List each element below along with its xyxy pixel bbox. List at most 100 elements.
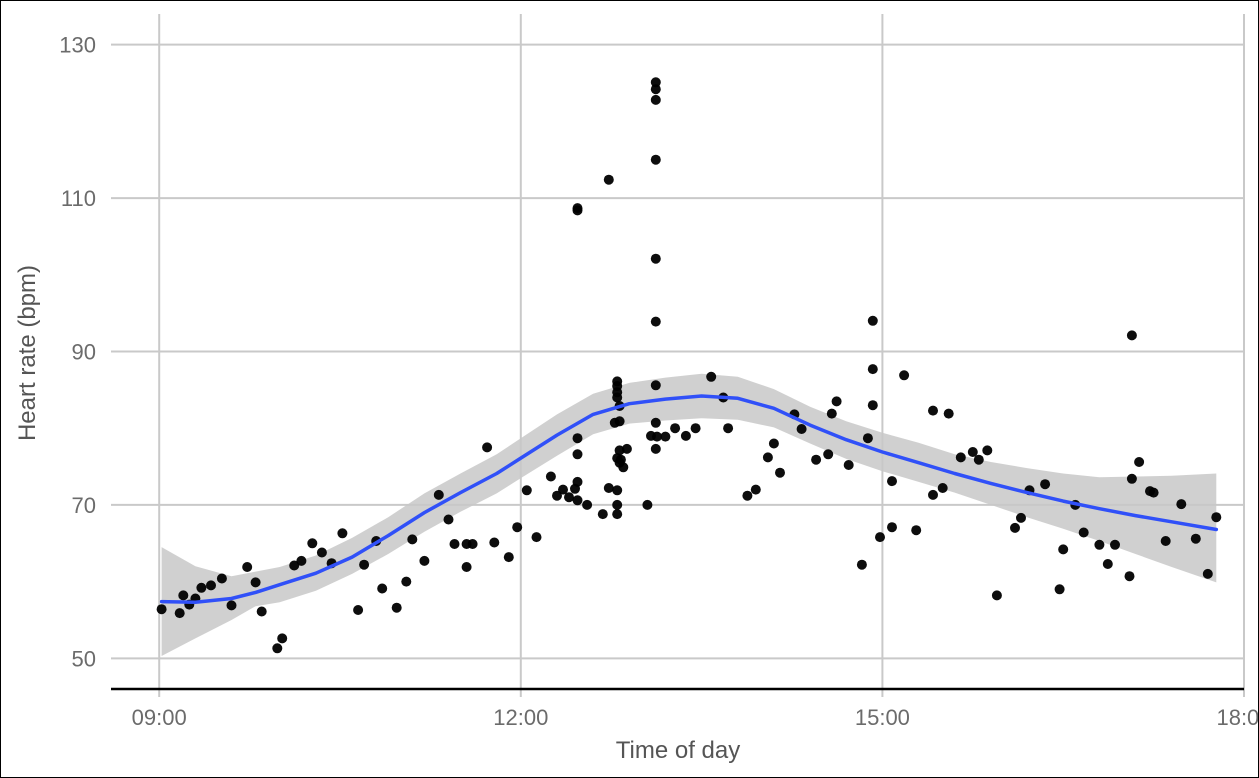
data-point	[867, 315, 878, 326]
data-point	[973, 454, 984, 465]
y-tick-label: 110	[61, 186, 96, 211]
x-tick-label: 09:00	[132, 705, 187, 730]
data-point	[899, 370, 910, 381]
data-point	[174, 608, 185, 619]
data-point	[467, 539, 478, 549]
data-point	[690, 423, 701, 434]
data-point	[612, 376, 623, 387]
data-point	[419, 555, 430, 566]
data-point	[796, 424, 807, 434]
points-layer	[156, 77, 1222, 654]
data-point	[650, 380, 661, 391]
data-point	[226, 600, 237, 611]
data-point	[642, 499, 653, 510]
data-point	[650, 443, 661, 454]
data-point	[660, 431, 671, 442]
smooth-trend-line	[159, 394, 1219, 605]
data-point	[943, 408, 954, 419]
data-point	[887, 522, 897, 533]
data-point	[762, 452, 773, 463]
data-point	[706, 371, 717, 382]
data-point	[928, 405, 938, 416]
data-point	[650, 253, 661, 264]
data-point	[582, 499, 593, 510]
data-point	[521, 485, 532, 496]
data-point	[750, 484, 761, 495]
data-point	[433, 489, 444, 500]
data-point	[216, 573, 227, 584]
data-point	[1124, 571, 1135, 582]
data-point	[206, 580, 216, 591]
data-point	[196, 582, 207, 593]
data-point	[875, 532, 885, 543]
data-point	[1016, 512, 1026, 523]
data-point	[612, 499, 623, 510]
data-point	[1190, 533, 1201, 544]
data-point	[449, 539, 460, 549]
y-axis-title: Heart rate (bpm)	[14, 265, 41, 441]
data-point	[670, 423, 681, 434]
data-point	[296, 555, 307, 566]
x-tick-label: 15:00	[855, 705, 910, 730]
data-point	[614, 416, 625, 427]
data-point	[811, 454, 822, 465]
data-point	[621, 443, 632, 454]
data-point	[178, 590, 189, 601]
grid-layer	[111, 14, 1245, 689]
y-tick-label: 130	[59, 33, 96, 58]
data-point	[612, 485, 623, 496]
data-point	[843, 460, 854, 470]
data-point	[377, 583, 388, 594]
data-point	[558, 484, 568, 495]
data-point	[250, 577, 261, 588]
data-point	[359, 559, 370, 570]
data-point	[1202, 568, 1213, 579]
data-point	[1176, 499, 1187, 510]
data-point	[489, 537, 500, 548]
data-point	[680, 430, 691, 441]
data-point	[1110, 539, 1120, 550]
data-point	[856, 559, 867, 570]
data-point	[503, 552, 514, 563]
data-point	[1010, 522, 1020, 533]
data-point	[937, 483, 948, 493]
data-point	[407, 534, 418, 545]
data-point	[1148, 487, 1159, 498]
data-point	[831, 396, 842, 407]
data-point	[1126, 473, 1137, 484]
data-point	[316, 547, 327, 558]
data-point	[612, 509, 623, 520]
y-tick-label: 50	[72, 646, 96, 671]
data-point	[1126, 330, 1137, 341]
data-point	[461, 562, 472, 572]
data-point	[991, 590, 1002, 601]
data-point	[955, 452, 966, 463]
data-point	[1054, 584, 1065, 595]
y-tick-label: 90	[72, 340, 96, 365]
data-point	[650, 316, 661, 327]
data-point	[603, 483, 614, 493]
data-point	[277, 633, 288, 644]
data-point	[887, 476, 897, 487]
data-point	[531, 532, 542, 543]
data-point	[391, 602, 402, 613]
data-point	[775, 467, 785, 478]
data-point	[650, 94, 661, 105]
data-point	[768, 438, 779, 449]
y-tick-label: 70	[72, 493, 96, 518]
data-point	[552, 490, 562, 501]
data-point	[353, 605, 364, 615]
data-point	[564, 492, 574, 503]
confidence-band-layer	[161, 373, 1217, 656]
data-point	[652, 431, 662, 442]
data-point	[615, 454, 626, 465]
data-point	[1094, 539, 1105, 550]
data-point	[823, 449, 834, 460]
data-point	[862, 433, 873, 444]
data-point	[742, 490, 753, 501]
data-point	[443, 514, 454, 525]
data-point	[545, 471, 556, 482]
x-axis-title: Time of day	[616, 737, 741, 764]
data-point	[911, 525, 922, 536]
